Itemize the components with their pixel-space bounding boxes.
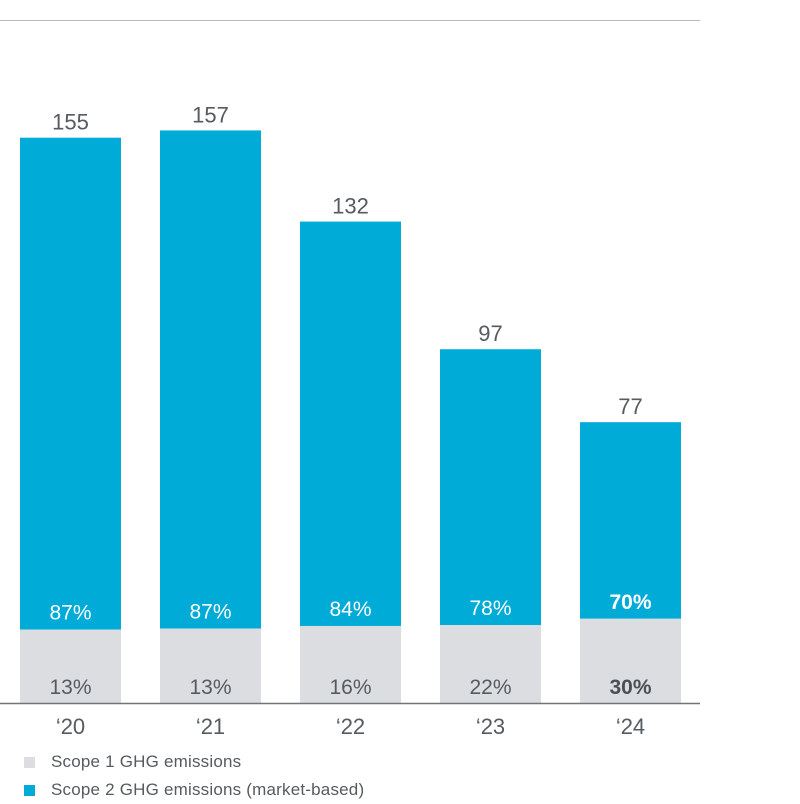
bar-scope1 [580,618,681,703]
scope2-pct-label: 78% [469,597,511,620]
legend-label-scope2: Scope 2 GHG emissions (market-based) [51,780,365,799]
bar-scope2 [580,422,681,619]
x-tick-label: ‘21 [196,714,225,739]
x-tick-label: ‘20 [56,714,85,739]
legend-swatch-scope1 [24,756,35,768]
x-tick-label: ‘23 [476,714,505,739]
scope1-pct-label: 16% [329,676,371,699]
bar-scope2 [160,130,261,629]
legend-item-scope2: Scope 2 GHG emissions (market-based) [24,776,364,804]
scope1-pct-label: 22% [469,676,511,699]
legend-item-scope1: Scope 1 GHG emissions [24,748,364,776]
bar-scope1 [440,625,541,703]
scope1-pct-label: 13% [49,676,91,699]
total-label: 132 [332,194,369,219]
x-tick-label: ‘22 [336,714,365,739]
bar-chart: 155 87% 13% ‘20 157 87% 13% ‘21 132 84% 16% ‘22 97 78… [0,20,700,739]
scope1-pct-label: 30% [609,676,651,699]
total-label: 97 [478,321,502,346]
total-label: 155 [52,110,89,135]
legend-label-scope1: Scope 1 GHG emissions [51,752,242,771]
legend: Scope 1 GHG emissions Scope 2 GHG emissi… [24,748,364,804]
x-tick-label: ‘24 [616,714,645,739]
bar-scope2 [440,349,541,626]
bar-scope1 [20,629,121,703]
scope1-pct-label: 13% [189,676,231,699]
total-label: 77 [618,394,642,419]
legend-swatch-scope2 [24,784,35,796]
bar-scope2 [300,221,401,626]
scope2-pct-label: 70% [609,591,651,614]
bar-scope1 [160,628,261,703]
scope2-pct-label: 87% [189,601,231,624]
total-label: 157 [192,102,229,127]
scope2-pct-label: 84% [329,598,371,621]
bar-scope1 [300,625,401,703]
bar-scope2 [20,137,121,630]
scope2-pct-label: 87% [49,602,91,625]
